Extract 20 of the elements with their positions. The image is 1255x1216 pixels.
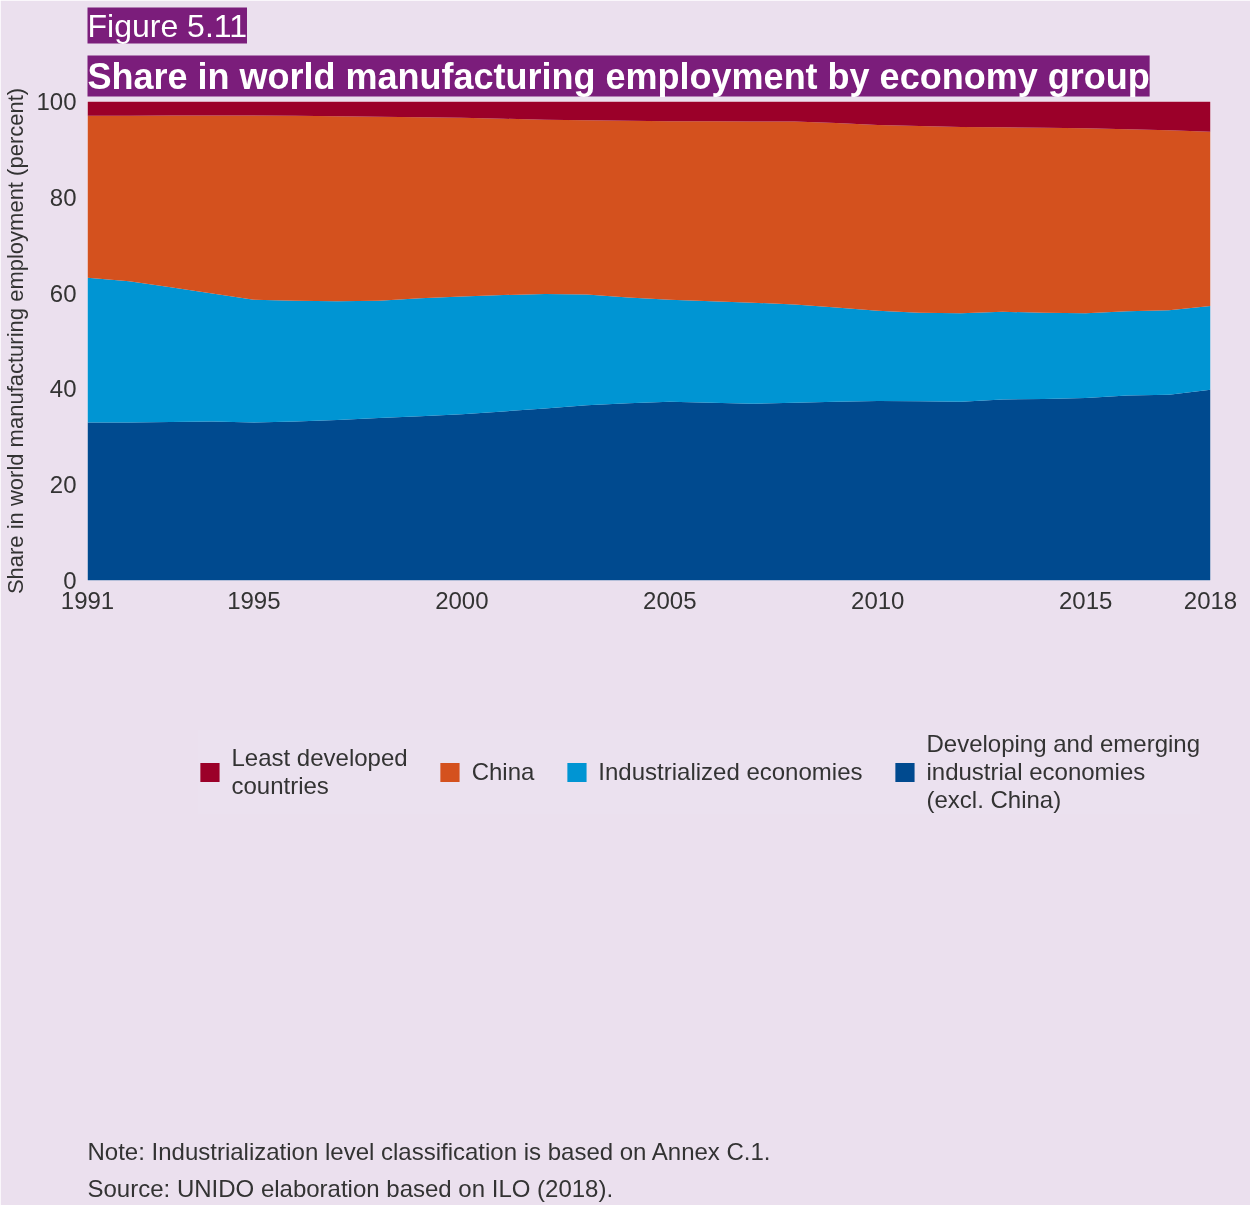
chart-title: Figure 5.11 [87,7,247,44]
text: Note: Industrialization level classification is based on Annex C.1. [87,1137,771,1165]
y-tick-label: 60 [49,279,77,307]
legend-label: Industrialized economies [598,758,863,786]
x-tick-label: 1995 [227,586,281,614]
legend-label: China [471,758,535,786]
legend-label: Developing and emerging industrial economies (excl. China) [926,730,1200,814]
x-tick-label: 2010 [851,586,905,614]
x-tick-label: 2000 [435,586,489,614]
x-tick-label: 2005 [643,586,697,614]
y-axis-title: Share in world manufacturing employment (percent) [3,87,29,595]
y-tick-label: 20 [49,471,77,499]
y-tick-label: 100 [36,88,77,115]
y-tick-label: 40 [49,375,77,403]
x-tick-label: 2015 [1059,586,1113,614]
legend-label: Least developed countries [231,744,408,800]
source-note: Source: UNIDO elaboration based on ILO (2018). [87,1174,614,1202]
chart-subtitle: Share in world manufacturing employment by economy group [87,55,1150,97]
x-tick-label: 2018 [1183,586,1238,614]
y-tick-label: 80 [49,183,77,211]
